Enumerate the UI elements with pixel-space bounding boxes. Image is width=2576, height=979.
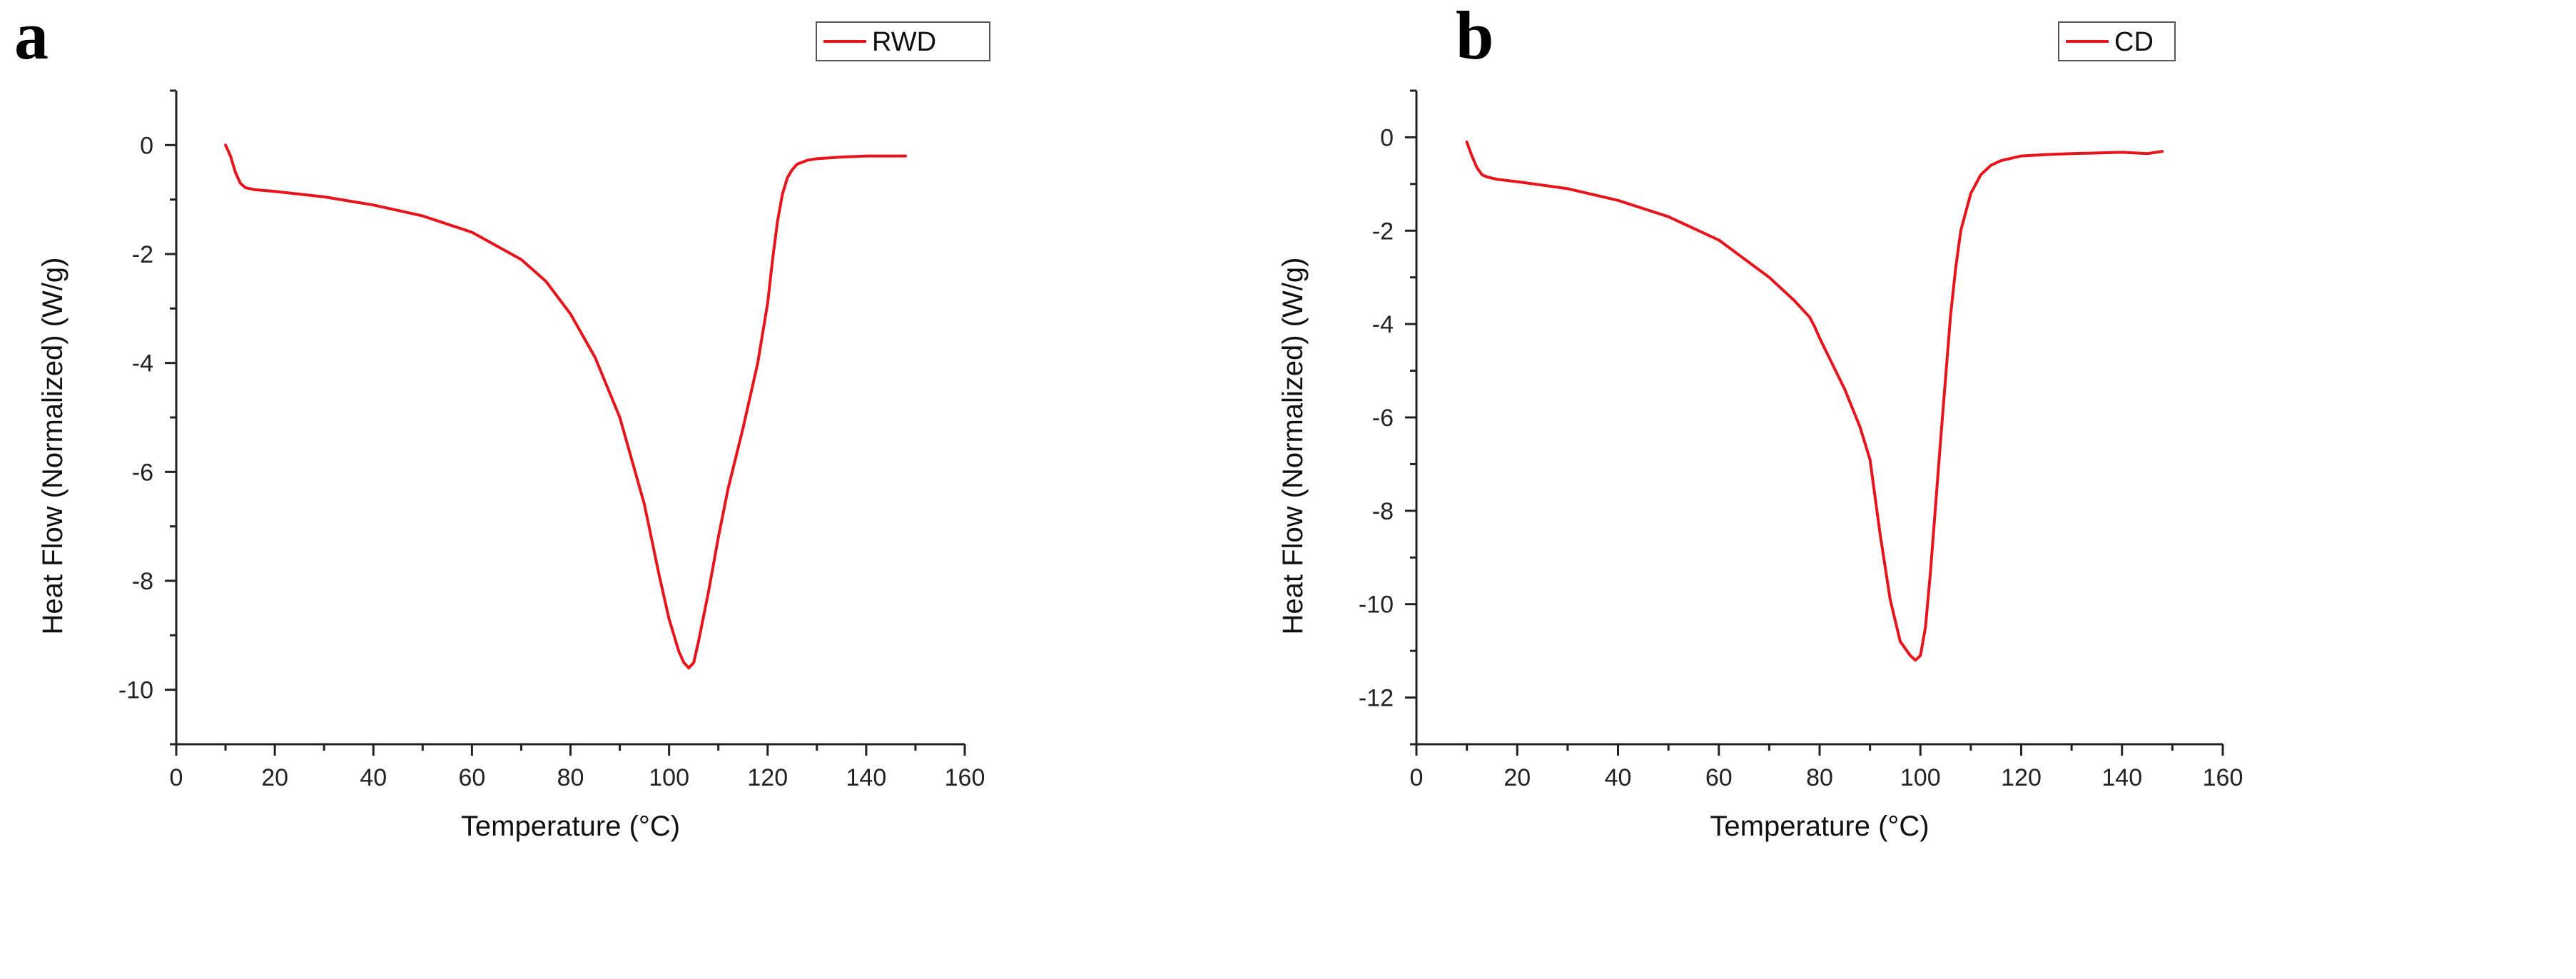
panel-label: b xyxy=(1456,0,1494,73)
y-tick-label: -6 xyxy=(132,459,153,486)
y-tick-label: -10 xyxy=(118,677,153,704)
x-tick-label: 40 xyxy=(1605,764,1632,791)
x-tick-label: 160 xyxy=(2203,764,2243,791)
y-tick-label: -8 xyxy=(132,568,153,595)
y-axis-title: Heat Flow (Normalized) (W/g) xyxy=(1277,258,1309,635)
x-tick-label: 100 xyxy=(649,764,689,791)
x-tick-label: 80 xyxy=(1806,764,1833,791)
y-tick-label: 0 xyxy=(1380,124,1394,151)
x-tick-label: 40 xyxy=(360,764,387,791)
x-tick-label: 20 xyxy=(261,764,288,791)
y-tick-label: -10 xyxy=(1359,592,1394,619)
x-tick-label: 140 xyxy=(2101,764,2142,791)
x-tick-label: 20 xyxy=(1503,764,1531,791)
series-line xyxy=(224,143,908,670)
x-tick-label: 60 xyxy=(458,764,485,791)
x-tick-label: 0 xyxy=(1410,764,1424,791)
x-tick-label: 120 xyxy=(2001,764,2042,791)
y-tick-label: -12 xyxy=(1359,685,1394,712)
x-tick-label: 0 xyxy=(170,764,183,791)
x-tick-label: 120 xyxy=(747,764,788,791)
x-tick-label: 140 xyxy=(846,764,887,791)
x-axis-title: Temperature (°C) xyxy=(461,811,680,842)
y-tick-label: -4 xyxy=(1372,311,1394,338)
x-tick-label: 60 xyxy=(1705,764,1733,791)
x-tick-label: 80 xyxy=(557,764,584,791)
y-tick-label: -6 xyxy=(1372,405,1394,432)
y-tick-label: -8 xyxy=(1372,498,1394,525)
legend-label: CD xyxy=(2114,27,2154,57)
legend-label: RWD xyxy=(872,27,936,57)
panel-label: a xyxy=(14,0,49,73)
series-line xyxy=(1465,141,2164,662)
panel-a: a 0 20 40 60 80 100 120 140 160 -10 -8 -6 -4 -2 0 Tempe… xyxy=(14,0,990,842)
x-tick-label: 100 xyxy=(1900,764,1941,791)
panel-b: b 0 20 40 60 80 100 120 140 160 -12 -10 -8 -6 -4 -2 0 Te… xyxy=(1277,0,2576,979)
x-axis-title: Temperature (°C) xyxy=(1710,811,1929,842)
y-tick-label: -2 xyxy=(1372,218,1394,245)
chart-a: 0 20 40 60 80 100 120 140 160 -10 -8 -6 -4 -2 0 Tempera… xyxy=(37,21,990,842)
x-tick-label: 160 xyxy=(945,764,985,791)
chart-b: 0 20 40 60 80 100 120 140 160 -12 -10 -8 -6 -4 -2 0 Temp… xyxy=(1277,21,2243,842)
y-tick-label: 0 xyxy=(140,132,153,159)
y-tick-label: -2 xyxy=(132,241,153,268)
y-tick-label: -4 xyxy=(132,350,153,377)
y-axis-title: Heat Flow (Normalized) (W/g) xyxy=(37,258,69,635)
